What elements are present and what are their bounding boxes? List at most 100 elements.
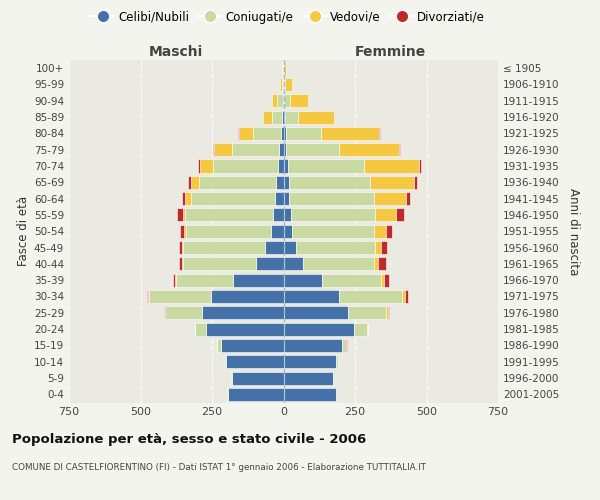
Bar bbox=[388, 306, 389, 320]
Bar bbox=[364, 160, 419, 172]
Legend: Celibi/Nubili, Coniugati/e, Vedovi/e, Divorziati/e: Celibi/Nubili, Coniugati/e, Vedovi/e, Di… bbox=[86, 6, 490, 28]
Bar bbox=[395, 208, 404, 222]
Bar bbox=[303, 258, 374, 270]
Bar bbox=[183, 208, 185, 222]
Bar bbox=[175, 274, 176, 286]
Bar bbox=[284, 127, 286, 140]
Bar bbox=[284, 62, 286, 74]
Bar bbox=[284, 110, 285, 124]
Bar bbox=[232, 143, 279, 156]
Bar bbox=[284, 192, 289, 205]
Bar bbox=[280, 78, 282, 91]
Bar bbox=[199, 176, 277, 189]
Text: COMUNE DI CASTELFIORENTINO (FI) - Dati ISTAT 1° gennaio 2006 - Elaborazione TUTT: COMUNE DI CASTELFIORENTINO (FI) - Dati I… bbox=[12, 462, 426, 471]
Bar bbox=[284, 322, 353, 336]
Bar bbox=[370, 176, 415, 189]
Bar bbox=[188, 176, 191, 189]
Bar bbox=[228, 388, 284, 401]
Bar bbox=[348, 306, 386, 320]
Bar bbox=[177, 208, 183, 222]
Bar bbox=[176, 274, 233, 286]
Bar bbox=[165, 306, 166, 320]
Bar bbox=[263, 110, 272, 124]
Bar bbox=[184, 258, 256, 270]
Bar bbox=[196, 322, 206, 336]
Bar bbox=[402, 290, 405, 303]
Bar bbox=[265, 241, 284, 254]
Bar bbox=[185, 224, 271, 238]
Bar bbox=[298, 110, 334, 124]
Bar bbox=[217, 339, 221, 352]
Bar bbox=[202, 306, 284, 320]
Bar bbox=[277, 176, 284, 189]
Bar bbox=[284, 306, 348, 320]
Bar bbox=[279, 143, 284, 156]
Bar bbox=[233, 274, 284, 286]
Bar bbox=[226, 355, 284, 368]
Bar bbox=[191, 192, 275, 205]
Bar bbox=[191, 176, 199, 189]
Bar bbox=[289, 176, 370, 189]
Bar bbox=[277, 94, 283, 108]
Bar bbox=[185, 208, 272, 222]
Bar bbox=[283, 94, 284, 108]
Bar bbox=[284, 208, 290, 222]
Bar bbox=[382, 241, 387, 254]
Bar bbox=[284, 274, 322, 286]
Bar bbox=[272, 110, 282, 124]
Bar bbox=[292, 224, 374, 238]
Bar bbox=[342, 339, 346, 352]
Bar bbox=[206, 322, 284, 336]
Bar bbox=[374, 224, 386, 238]
Bar bbox=[284, 224, 292, 238]
Bar bbox=[320, 127, 379, 140]
Bar bbox=[284, 355, 337, 368]
Bar bbox=[256, 258, 284, 270]
Bar bbox=[211, 290, 284, 303]
Bar bbox=[281, 127, 284, 140]
Bar bbox=[278, 160, 284, 172]
Bar bbox=[353, 322, 367, 336]
Bar bbox=[374, 258, 379, 270]
Bar bbox=[146, 290, 148, 303]
Bar bbox=[290, 94, 308, 108]
Bar bbox=[286, 127, 320, 140]
Bar bbox=[182, 258, 184, 270]
Bar bbox=[200, 160, 214, 172]
Bar bbox=[173, 274, 175, 286]
Bar bbox=[272, 94, 277, 108]
Bar bbox=[339, 143, 400, 156]
Bar bbox=[148, 290, 149, 303]
Bar bbox=[198, 160, 200, 172]
Bar bbox=[386, 224, 392, 238]
Bar bbox=[166, 306, 202, 320]
Text: Maschi: Maschi bbox=[149, 45, 203, 59]
Bar bbox=[284, 160, 288, 172]
Bar bbox=[239, 127, 253, 140]
Bar bbox=[284, 258, 303, 270]
Bar bbox=[284, 143, 286, 156]
Bar bbox=[284, 339, 342, 352]
Bar bbox=[374, 192, 406, 205]
Bar bbox=[284, 176, 289, 189]
Bar bbox=[149, 290, 211, 303]
Bar bbox=[232, 372, 284, 384]
Bar bbox=[322, 274, 381, 286]
Bar bbox=[406, 192, 410, 205]
Bar bbox=[386, 306, 388, 320]
Bar bbox=[275, 192, 284, 205]
Bar bbox=[383, 274, 389, 286]
Bar bbox=[221, 339, 284, 352]
Bar bbox=[282, 110, 284, 124]
Bar bbox=[415, 176, 417, 189]
Bar bbox=[290, 208, 375, 222]
Bar bbox=[288, 160, 364, 172]
Bar bbox=[405, 290, 407, 303]
Text: Femmine: Femmine bbox=[355, 45, 427, 59]
Bar bbox=[286, 143, 339, 156]
Y-axis label: Fasce di età: Fasce di età bbox=[17, 196, 30, 266]
Bar bbox=[214, 143, 232, 156]
Bar bbox=[253, 127, 281, 140]
Bar bbox=[419, 160, 421, 172]
Bar bbox=[284, 241, 296, 254]
